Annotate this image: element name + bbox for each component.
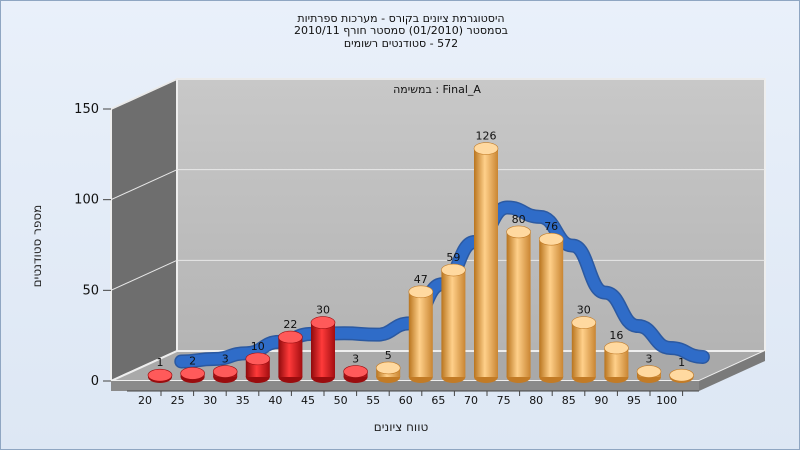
bar-value-label: 10 — [251, 340, 265, 353]
x-tick-label: 55 — [366, 394, 380, 407]
x-tick-label: 50 — [334, 394, 348, 407]
y-tick-label: 100 — [74, 193, 99, 208]
chart-title-line-2: בסמסטר (01/2010) סמסטר חורף 2010/11 — [294, 24, 508, 37]
x-tick-label: 35 — [236, 394, 250, 407]
bar-value-label: 30 — [577, 304, 591, 317]
bar — [506, 231, 531, 377]
bar-value-label: 3 — [222, 353, 229, 366]
back-wall — [176, 78, 766, 352]
bar-top — [571, 316, 597, 329]
bar — [571, 322, 596, 377]
bar — [311, 322, 335, 377]
bar — [441, 270, 466, 377]
bar-top — [212, 365, 238, 378]
bar-top — [636, 365, 662, 378]
chart-annotation: במשימה : Final_A — [393, 83, 481, 96]
chart-title-line-1: היסטוגרמת ציונים בקורס - מערכות ספרתיות — [297, 12, 505, 25]
bar-top — [375, 361, 401, 375]
x-tick-label: 70 — [464, 394, 478, 407]
bar — [408, 291, 433, 377]
bar-value-label: 2 — [189, 354, 196, 367]
grid-line-left — [110, 259, 178, 291]
x-tick-label: 80 — [529, 394, 543, 407]
bar-value-label: 47 — [414, 273, 428, 286]
left-wall — [110, 77, 178, 383]
bar-top — [669, 368, 694, 382]
y-tick-label: 0 — [91, 374, 99, 389]
bar-top — [473, 142, 499, 155]
x-tick-label: 25 — [171, 394, 185, 407]
bar-value-label: 59 — [446, 251, 460, 264]
bar-top — [310, 316, 336, 329]
x-axis-label: טווח ציונים — [373, 420, 429, 434]
x-tick-label: 45 — [301, 394, 315, 407]
bar-value-label: 5 — [385, 349, 392, 362]
x-tick-label: 60 — [399, 394, 413, 407]
x-tick-label: 85 — [562, 394, 576, 407]
x-tick-label: 30 — [203, 394, 217, 407]
bar-value-label: 3 — [646, 353, 653, 366]
bar-top — [147, 368, 173, 382]
bar-value-label: 1 — [157, 356, 164, 369]
x-tick-label: 65 — [431, 394, 445, 407]
bar-top — [278, 330, 303, 344]
bar-top — [245, 352, 271, 366]
bar-value-label: 76 — [544, 220, 558, 233]
floor-right-edge — [699, 351, 765, 391]
bar — [278, 337, 303, 377]
x-tick-label: 40 — [268, 394, 282, 407]
x-tick-label: 100 — [656, 394, 677, 407]
bar — [539, 239, 564, 377]
y-tick-label: 150 — [74, 102, 99, 117]
bar-value-label: 30 — [316, 304, 330, 317]
x-tick-label: 20 — [138, 394, 152, 407]
bar-top — [538, 232, 564, 246]
y-tick-label: 50 — [82, 283, 99, 298]
bar-top — [441, 263, 466, 277]
bar-top — [506, 225, 531, 239]
floor-front-edge — [111, 381, 699, 391]
bar-top — [604, 341, 629, 355]
chart-title-line-3: 572 - סטודנטים רשומים — [343, 37, 459, 50]
bar-top — [408, 285, 434, 299]
x-tick-label: 75 — [497, 394, 511, 407]
bar-value-label: 126 — [476, 130, 497, 143]
x-tick-label: 95 — [627, 394, 641, 407]
bar-value-label: 1 — [678, 356, 685, 369]
bar-value-label: 16 — [609, 329, 623, 342]
bar-top — [343, 365, 368, 378]
bar — [474, 148, 498, 377]
bar-top — [180, 367, 205, 380]
x-tick-label: 90 — [594, 394, 608, 407]
bar-value-label: 80 — [512, 213, 526, 226]
bar-value-label: 22 — [283, 318, 297, 331]
grid-line-left — [110, 169, 178, 201]
grid-line-left — [110, 78, 178, 110]
bar-value-label: 3 — [352, 353, 359, 366]
